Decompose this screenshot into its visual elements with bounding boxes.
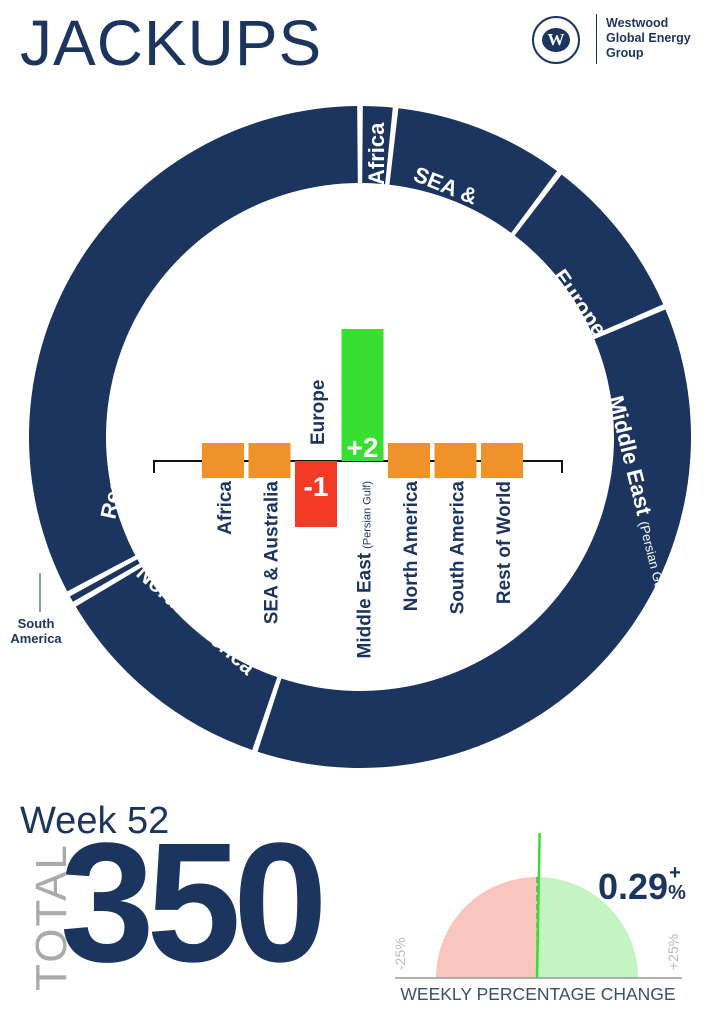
logo-mark: W	[542, 28, 570, 52]
bar-category-label: Africa	[215, 481, 236, 535]
bar-zero-africa	[202, 443, 244, 478]
gauge-sign: +	[669, 862, 681, 884]
bar-value-label: -1	[304, 471, 329, 502]
gauge-max-label: +25%	[665, 934, 681, 970]
gauge-positive-half	[537, 877, 638, 978]
bar-category-label: North America	[401, 481, 422, 612]
gauge-title: WEEKLY PERCENTAGE CHANGE	[400, 984, 676, 1004]
bar-middle-east	[341, 329, 384, 461]
donut-segment-south-america	[69, 559, 140, 602]
gauge-unit: %	[668, 882, 686, 904]
total-value: 350	[60, 808, 328, 998]
logo-circle-icon: W	[532, 16, 580, 64]
logo-line: Westwood	[606, 16, 669, 30]
page-title: JACKUPS	[20, 7, 323, 79]
bar-zero-rest-of-world	[481, 443, 523, 478]
bar-category-label: SEA & Australia	[262, 481, 283, 625]
week-label: Week 52	[20, 800, 170, 842]
bar-category-label: Europe	[308, 380, 329, 445]
gauge-chart: -25% +25%	[392, 833, 682, 979]
bar-zero-north-america	[388, 443, 430, 478]
bar-category-label: Middle East(Persian Gulf)	[355, 481, 376, 658]
segment-label-south-america: South America	[10, 616, 62, 646]
gauge-value: 0.29 +%	[598, 862, 686, 908]
donut-segment-sea-australia	[389, 108, 558, 233]
bar-category-label: Rest of World	[494, 481, 515, 604]
bar-category-label: South America	[448, 481, 469, 615]
gauge-min-label: -25%	[392, 937, 408, 970]
bar-europe	[295, 461, 337, 527]
bar-zero-south-america	[434, 443, 477, 478]
donut-segment-africa	[362, 106, 393, 185]
bar-value-label: +2	[347, 432, 379, 463]
donut-segment-north-america	[75, 567, 278, 750]
bar-chart: Africa SEA & Australia -1 Europe +2 Middle Ea…	[153, 329, 563, 658]
donut-segment-europe	[514, 174, 664, 336]
donut-segment-rest-of-world	[29, 106, 358, 592]
gauge-sign-unit: +%	[668, 862, 686, 904]
donut-chart	[29, 106, 691, 768]
bar-zero-sea-australia	[248, 443, 291, 478]
logo-line: Global Energy	[606, 31, 691, 45]
westwood-logo: W Westwood Global Energy Group	[530, 14, 700, 70]
logo-text: Westwood Global Energy Group	[606, 16, 691, 61]
segment-label-africa: Africa	[364, 122, 389, 185]
logo-divider	[596, 14, 597, 64]
gauge-needle	[535, 833, 541, 979]
logo-line: Group	[606, 46, 644, 60]
gauge-negative-half	[436, 877, 537, 978]
gauge-value-number: 0.29	[598, 866, 669, 907]
donut-segment-middle-east	[257, 309, 691, 768]
